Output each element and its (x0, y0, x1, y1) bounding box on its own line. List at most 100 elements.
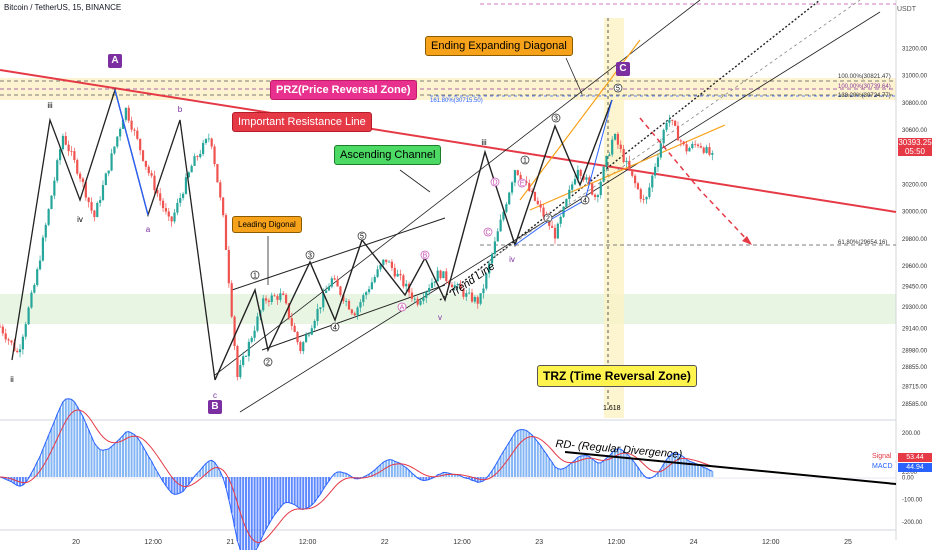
candle-body (425, 291, 428, 298)
candle-body (242, 356, 245, 366)
candle-body (382, 259, 385, 265)
wave-marker-4: 4 (333, 325, 337, 332)
macd-bar (302, 477, 305, 510)
wave-c-badge: C (616, 62, 630, 76)
candle-body (150, 173, 153, 176)
macd-legend-label: MACD (872, 463, 896, 470)
candle-body (282, 293, 285, 295)
macd-bar (147, 456, 150, 477)
price-tick-14: 28585.00 (902, 402, 928, 408)
macd-bar (259, 477, 262, 542)
candle-body (18, 349, 22, 353)
candle-body (253, 330, 256, 338)
current-price-value: 30393.25 (898, 138, 932, 147)
candle-body (353, 313, 356, 316)
candle-body (428, 288, 431, 292)
macd-bar (256, 477, 259, 548)
macd-bar (227, 477, 230, 500)
candle-body (310, 328, 313, 335)
candle-body (4, 333, 7, 340)
macd-bar (608, 455, 611, 477)
macd-bar (491, 470, 494, 477)
macd-bar (599, 462, 602, 477)
candle-body (90, 202, 93, 211)
candle-body (602, 166, 605, 182)
candle-body (141, 150, 145, 161)
macd-bar (399, 463, 402, 477)
wave-marker-5b: 5 (616, 86, 620, 93)
macd-bar (242, 477, 245, 550)
macd-bar (591, 458, 594, 477)
macd-bar (184, 477, 187, 488)
macd-bar (153, 466, 156, 477)
candle-body (708, 147, 711, 155)
macd-histogram (1, 398, 714, 550)
fib-label-5: 61.80%(29654.16) (838, 240, 888, 246)
candle-body (307, 334, 311, 336)
macd-bar (539, 445, 542, 477)
candle-body (556, 223, 559, 239)
macd-bar (30, 472, 33, 477)
candle-body (239, 365, 242, 378)
macd-bar (459, 475, 462, 477)
candle-body (410, 292, 414, 299)
wave-marker-1: 1 (253, 273, 257, 280)
candle-body (379, 264, 382, 270)
macd-bar (385, 460, 388, 477)
macd-bar (262, 477, 265, 535)
time-tick-4: 22 (381, 539, 389, 546)
candle-body (84, 181, 87, 198)
macd-bar (41, 449, 44, 477)
macd-bar (482, 477, 485, 481)
time-tick-8: 24 (690, 539, 698, 546)
price-pane (0, 0, 896, 420)
macd-bar (119, 438, 122, 477)
candle-body (73, 151, 76, 161)
candle-body (16, 350, 19, 353)
candle-body (164, 208, 168, 212)
macd-bar (568, 464, 571, 477)
candle-body (276, 296, 279, 300)
candle-body (402, 275, 405, 287)
candle-body (631, 169, 634, 176)
candle-body (651, 175, 654, 188)
candle-body (385, 259, 388, 263)
wave-label-b: b (178, 105, 183, 114)
candle-body (639, 189, 642, 199)
channel-callout: Ascending Channel (334, 145, 442, 165)
candle-body (156, 190, 159, 194)
price-tick-1: 31000.00 (902, 74, 928, 80)
candle-body (250, 337, 253, 342)
candle-body (479, 293, 482, 304)
price-tick-0: 31200.00 (902, 46, 928, 52)
wave-label-iii: iii (47, 101, 53, 110)
price-tick-9: 29300.00 (902, 305, 928, 311)
candle-body (659, 143, 662, 158)
current-price-tag: 30393.25 05:50 (898, 138, 932, 156)
macd-bar (253, 477, 256, 550)
macd-tick-3: 0.00 (902, 476, 914, 482)
macd-bar (671, 453, 674, 477)
candlestick-series (0, 105, 714, 381)
macd-bar (96, 446, 99, 477)
macd-bar (61, 401, 64, 477)
macd-bar (585, 455, 588, 477)
candle-body (422, 297, 425, 301)
candle-body (207, 138, 210, 140)
candle-body (676, 125, 680, 141)
signal-legend-label: Signal (872, 453, 896, 460)
candle-body (453, 285, 456, 288)
macd-bar (59, 407, 62, 477)
fib-label-1: 100.00%(30821.47) (838, 74, 891, 80)
candle-body (161, 200, 165, 209)
price-tick-10: 29140.00 (902, 327, 928, 333)
macd-bar (196, 473, 199, 477)
macd-bar (408, 470, 411, 477)
candle-body (27, 307, 30, 325)
candle-body (176, 202, 179, 213)
trz-zone (604, 18, 624, 418)
macd-bar (339, 471, 342, 477)
candle-body (622, 148, 625, 163)
macd-bar (33, 467, 36, 477)
